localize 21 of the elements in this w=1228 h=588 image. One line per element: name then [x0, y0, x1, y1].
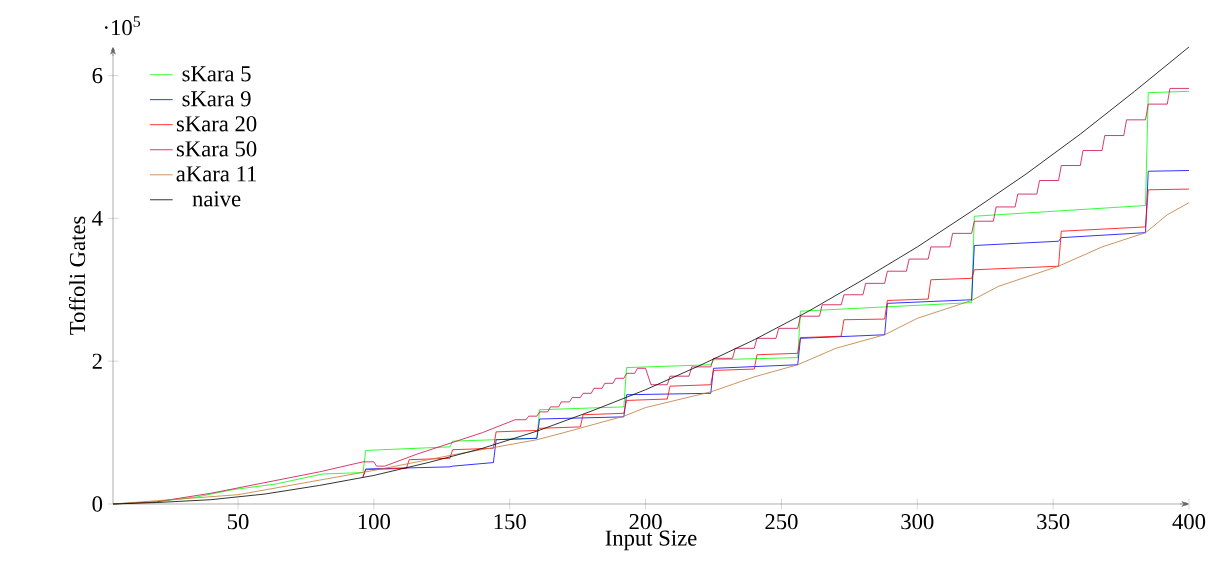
x-tick-label: 150 [494, 514, 526, 530]
legend-label: sKara 5 [182, 66, 251, 82]
x-tick-label: 350 [1037, 514, 1070, 530]
x-axis-title: Input Size [605, 530, 697, 551]
legend-label: sKara 9 [182, 91, 251, 107]
x-tick-label: 50 [227, 514, 249, 530]
x-tick-label: 200 [629, 514, 662, 530]
y-axis-title: Toffoli Gates [68, 216, 86, 335]
x-tick-label: 300 [901, 514, 934, 530]
y-tick-label: 4 [92, 210, 103, 226]
legend-label: aKara 11 [176, 166, 257, 182]
y-tick-label: 2 [92, 353, 102, 369]
y-tick-label: 0 [92, 496, 103, 512]
x-tick-label: 400 [1172, 514, 1206, 530]
legend-label: sKara 20 [176, 116, 257, 132]
text: ·10$^{5}$ [104, 16, 141, 36]
x-tick-label: 250 [765, 514, 798, 530]
legend-label: sKara 50 [176, 141, 257, 157]
x-tick-label: 100 [358, 514, 390, 530]
y-tick-label: 6 [92, 67, 103, 84]
legend-label: naive [192, 191, 241, 207]
